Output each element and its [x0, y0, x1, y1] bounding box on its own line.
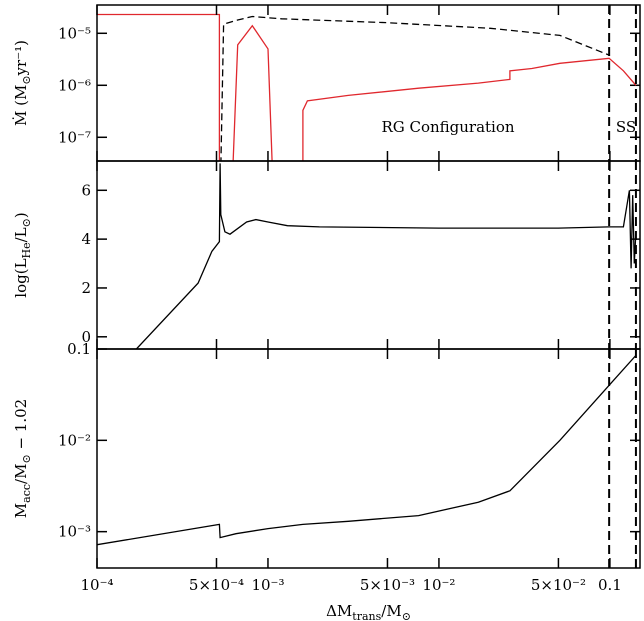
- x-tick-label: 10⁻²: [422, 576, 455, 594]
- y-tick-label: 6: [81, 181, 91, 199]
- y-axis-label-part: /L: [12, 227, 30, 242]
- y-axis-label-part: He: [20, 242, 33, 258]
- y-tick-label: 10⁻⁷: [58, 128, 91, 146]
- x-tick-label: 5×10⁻³: [360, 576, 415, 594]
- x-tick-label: 10⁻⁴: [80, 576, 113, 594]
- x-tick-label: 5×10⁻²: [531, 576, 586, 594]
- x-axis-label-part: /M: [381, 602, 401, 620]
- plot-frame: [96, 4, 641, 162]
- y-tick-label: 10⁻³: [58, 523, 91, 541]
- data-line: [220, 15, 610, 161]
- y-tick-label: 10⁻⁵: [58, 24, 91, 42]
- data-line: [135, 163, 637, 349]
- x-axis-label-part: ΔM: [326, 602, 352, 620]
- y-tick-label: 0: [81, 328, 91, 346]
- y-axis-label: log(LHe/L⊙): [12, 212, 33, 297]
- y-axis-label-part: ⊙: [20, 218, 33, 227]
- x-axis-label-part: ⊙: [402, 610, 411, 621]
- y-axis-label-part: /M: [12, 464, 30, 484]
- y-axis-label-part: Ṁ (M: [12, 85, 30, 126]
- data-line: [97, 13, 637, 161]
- plot-frame: [96, 348, 641, 569]
- y-tick-label: 4: [81, 230, 91, 248]
- y-axis-label-part: acc: [20, 484, 33, 503]
- y-tick-label: 10⁻²: [58, 431, 91, 449]
- plot-frame: [96, 160, 641, 350]
- y-axis-label: Ṁ (M⊙yr⁻¹): [12, 40, 33, 126]
- y-axis-label-part: log(L: [12, 258, 30, 297]
- y-tick-label: 2: [81, 279, 91, 297]
- x-axis-label: ΔMtrans/M⊙: [326, 602, 411, 621]
- x-tick-label: 0.1: [598, 576, 622, 594]
- annotation: SS: [616, 118, 636, 136]
- y-axis-label-part: ⊙: [20, 454, 33, 463]
- y-axis-label-part: yr⁻¹): [12, 40, 30, 76]
- x-tick-label: 5×10⁻⁴: [189, 576, 244, 594]
- annotation: RG Configuration: [381, 118, 514, 136]
- y-axis-label-part: ): [12, 212, 30, 218]
- y-axis-label-part: − 1.02: [12, 399, 30, 455]
- y-axis-label-part: M: [12, 503, 30, 518]
- x-axis-label-part: trans: [352, 610, 381, 621]
- y-tick-label: 10⁻⁶: [58, 76, 91, 94]
- y-axis-label: Macc/M⊙ − 1.02: [12, 399, 33, 518]
- data-line: [97, 354, 637, 546]
- x-tick-label: 10⁻³: [251, 576, 284, 594]
- y-axis-label-part: ⊙: [20, 75, 33, 84]
- y-tick-label: 0.1: [67, 340, 91, 358]
